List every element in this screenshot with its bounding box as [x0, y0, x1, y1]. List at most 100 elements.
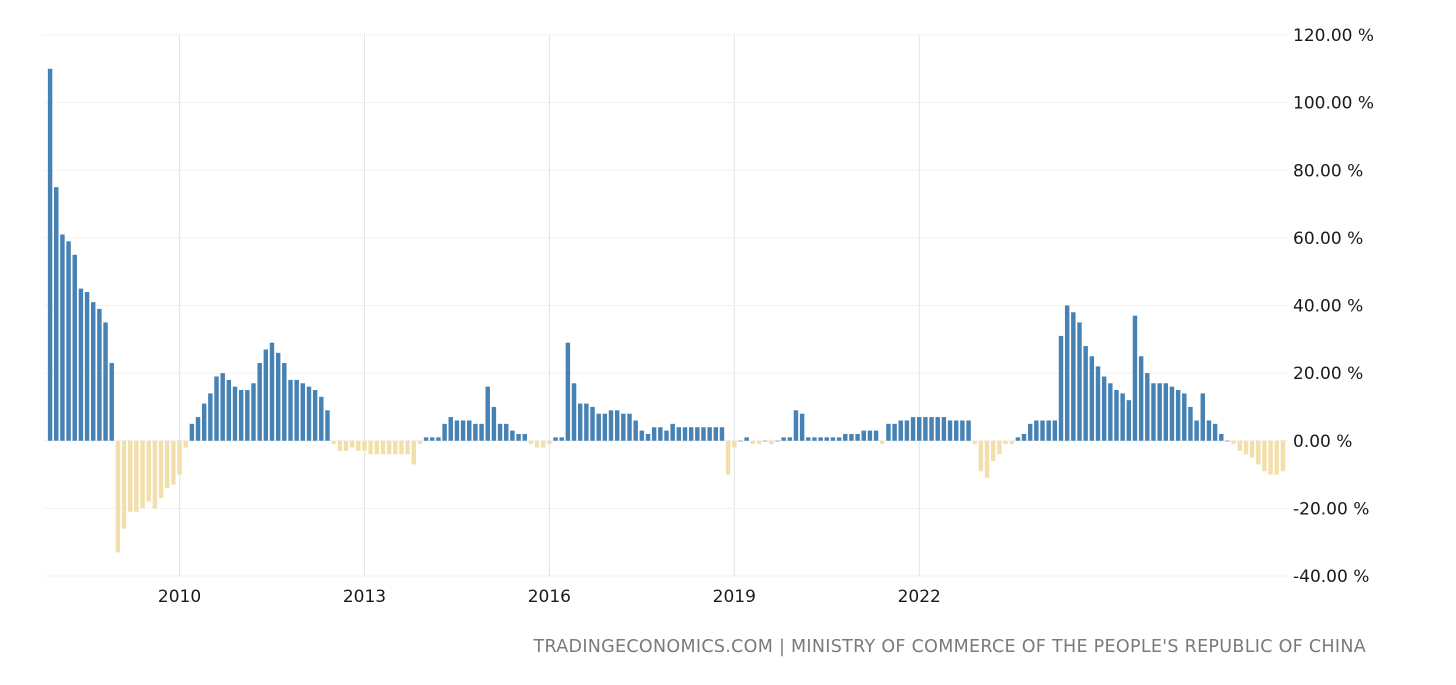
bar: [349, 440, 355, 448]
bar: [405, 440, 410, 455]
x-axis: 2010 2013 2016 2019 2022: [158, 587, 941, 607]
bar: [658, 427, 663, 441]
bar: [1188, 406, 1193, 441]
bar: [269, 342, 275, 441]
bar: [183, 440, 188, 448]
bar: [195, 417, 201, 441]
bar: [571, 383, 577, 441]
bar: [294, 379, 299, 441]
bar: [1095, 366, 1101, 441]
bar: [140, 440, 145, 509]
bar: [627, 413, 632, 441]
bar: [1157, 383, 1162, 441]
y-tick-label: 20.00 %: [1293, 364, 1363, 384]
bar: [596, 413, 601, 441]
bar: [1243, 440, 1249, 455]
bar: [818, 437, 823, 441]
bar: [282, 362, 287, 441]
bar: [769, 440, 774, 445]
bar: [855, 433, 860, 441]
bar: [830, 437, 836, 441]
bar: [84, 291, 90, 441]
bar: [1175, 390, 1181, 441]
bar: [1219, 433, 1224, 441]
bar: [1009, 440, 1014, 445]
y-tick-label: 100.00 %: [1293, 94, 1374, 114]
bar: [164, 440, 170, 489]
bar: [1083, 346, 1088, 441]
bar: [867, 430, 873, 441]
bar: [1114, 390, 1119, 441]
bar: [72, 254, 77, 441]
bar: [331, 440, 336, 445]
y-tick-label: 120.00 %: [1293, 26, 1374, 46]
bar: [97, 308, 102, 441]
bar: [935, 417, 940, 441]
x-tick-label: 2019: [713, 587, 756, 607]
bar: [1249, 440, 1255, 458]
bar: [306, 386, 312, 441]
bar: [220, 373, 225, 441]
bar: [762, 440, 768, 442]
bar: [892, 423, 897, 441]
bar: [380, 440, 386, 455]
bar: [812, 437, 817, 441]
bar: [319, 396, 324, 441]
x-tick-label: 2016: [528, 587, 571, 607]
bar: [534, 440, 540, 448]
bar: [152, 440, 158, 509]
bar: [1182, 393, 1187, 441]
bar: [1145, 373, 1150, 441]
bar: [1120, 393, 1125, 441]
bar: [565, 342, 571, 441]
bar: [608, 410, 614, 441]
bar: [448, 417, 453, 441]
bar: [1194, 420, 1199, 441]
bar: [849, 433, 854, 441]
bar: [744, 437, 749, 441]
bar: [158, 440, 164, 499]
bar: [78, 288, 84, 441]
bar: [497, 423, 503, 441]
bar: [886, 423, 891, 441]
bar: [701, 427, 706, 441]
bar: [430, 437, 435, 441]
bar: [590, 406, 595, 441]
bar: [356, 440, 361, 451]
bar: [707, 427, 712, 441]
bar: [485, 386, 490, 441]
x-tick-label: 2022: [898, 587, 941, 607]
bar: [1021, 433, 1027, 441]
bar: [1064, 305, 1070, 441]
bar: [1268, 440, 1273, 475]
bar: [1089, 356, 1095, 441]
bar: [923, 417, 928, 441]
bar: [793, 410, 799, 441]
bar: [91, 302, 96, 441]
bar: [1058, 335, 1064, 441]
bar: [128, 440, 133, 512]
bar: [60, 234, 65, 441]
bar: [189, 423, 195, 441]
bar: [238, 390, 244, 441]
bar: [1015, 437, 1021, 441]
bar: [1231, 440, 1236, 445]
bar: [1003, 440, 1008, 445]
bar: [664, 430, 669, 441]
bar: [584, 403, 589, 441]
bar: [460, 420, 466, 441]
bar: [941, 417, 947, 441]
bar: [824, 437, 829, 441]
bar: [947, 420, 953, 441]
bar: [775, 440, 780, 442]
bar-series: [47, 68, 1286, 553]
bar: [843, 433, 848, 441]
bar: [1126, 400, 1132, 441]
bar: [750, 440, 756, 445]
bar: [510, 430, 515, 441]
bar: [917, 417, 922, 441]
bar: [103, 322, 108, 441]
bar: [781, 437, 786, 441]
bar: [522, 433, 527, 441]
bar: [1027, 423, 1033, 441]
